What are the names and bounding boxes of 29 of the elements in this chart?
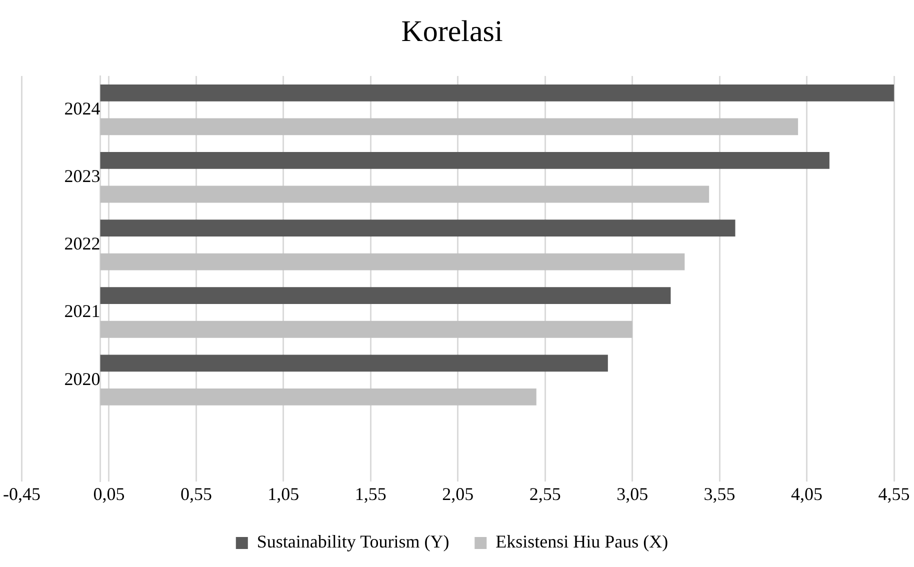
x-tick-label: 3,55 (704, 484, 736, 504)
x-tick-label: 2,55 (529, 484, 561, 504)
y-tick-label: 2021 (64, 301, 100, 322)
bar (100, 118, 798, 136)
chart-title: Korelasi (401, 14, 503, 48)
x-tick-label: 4,55 (878, 484, 910, 504)
x-tick-label: 2,05 (442, 484, 474, 504)
y-tick-label: 2023 (64, 166, 100, 186)
bar (100, 287, 671, 304)
bar (100, 253, 685, 270)
x-tick-label: 3,05 (616, 484, 648, 504)
x-tick-label: 4,05 (791, 484, 823, 504)
bar (100, 220, 736, 236)
bar (100, 152, 830, 169)
legend-label: Eksistensi Hiu Paus (X) (496, 532, 668, 552)
y-tick-label: 2024 (64, 98, 100, 119)
y-tick-label: 2020 (64, 368, 100, 389)
bar (100, 84, 894, 102)
x-tick-label: 1,05 (268, 484, 300, 504)
bar (100, 320, 632, 338)
x-tick-label: 1,55 (354, 484, 386, 504)
bar (100, 354, 608, 372)
x-tick-label: 0,05 (93, 484, 125, 504)
legend-label: Sustainability Tourism (Y) (256, 532, 450, 552)
y-tick-label: 2022 (64, 234, 100, 254)
x-tick-label: 0,55 (180, 484, 212, 504)
x-tick-label: -0,45 (2, 484, 40, 504)
bar (100, 388, 536, 406)
bar (100, 186, 710, 203)
